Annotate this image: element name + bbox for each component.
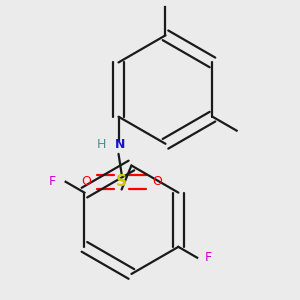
Text: F: F bbox=[205, 251, 212, 264]
Text: F: F bbox=[49, 175, 56, 188]
Text: S: S bbox=[116, 174, 127, 189]
Text: O: O bbox=[81, 175, 91, 188]
Text: O: O bbox=[152, 175, 162, 188]
Text: H: H bbox=[97, 138, 106, 151]
Text: N: N bbox=[115, 138, 125, 151]
